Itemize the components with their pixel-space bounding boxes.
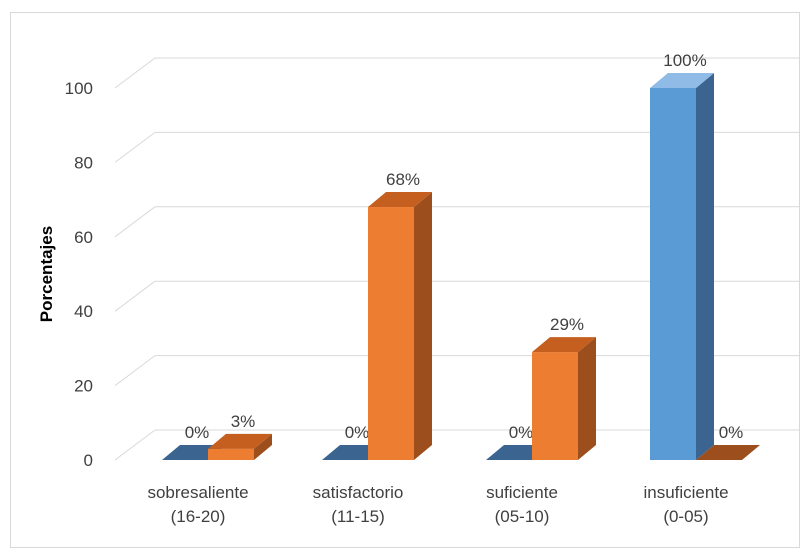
bar-side [254, 433, 272, 460]
bar-top [208, 433, 272, 449]
gridline-diagonal [114, 280, 156, 312]
category-label: insuficiente (0-05) [643, 483, 728, 526]
data-label: 29% [550, 315, 584, 334]
y-tick-label: 20 [74, 377, 93, 396]
bar-side [414, 192, 432, 461]
y-tick-label: 100 [65, 79, 93, 98]
data-label: 0% [509, 423, 534, 442]
bar-front [368, 207, 414, 460]
bar-top [696, 445, 760, 460]
gridline-diagonal [114, 429, 156, 461]
category-label: sobresaliente (16-20) [147, 483, 248, 526]
data-label: 0% [719, 423, 744, 442]
data-label: 100% [663, 51, 706, 70]
data-label: 3% [231, 412, 256, 431]
category-label: satisfactorio (11-15) [313, 483, 404, 526]
y-tick-label: 0 [84, 451, 93, 470]
data-label: 0% [185, 423, 210, 442]
bar-side [696, 73, 714, 460]
gridline-diagonal [114, 131, 156, 163]
bar-top [368, 192, 432, 208]
bar-top [650, 73, 714, 88]
y-tick-label: 40 [74, 302, 93, 321]
bar-front [532, 352, 578, 460]
data-label: 68% [386, 170, 420, 189]
category-label: suficiente (05-10) [486, 483, 558, 526]
gridline-diagonal [114, 57, 156, 89]
bar-front [208, 448, 254, 460]
gridline-diagonal [114, 355, 156, 387]
gridline-diagonal [114, 206, 156, 238]
y-tick-label: 80 [74, 153, 93, 172]
bar-side [578, 337, 596, 460]
bar-top [532, 337, 596, 353]
bar-front [650, 88, 696, 460]
y-axis-title: Porcentajes [37, 226, 56, 322]
y-tick-label: 60 [74, 228, 93, 247]
data-label: 0% [345, 423, 370, 442]
